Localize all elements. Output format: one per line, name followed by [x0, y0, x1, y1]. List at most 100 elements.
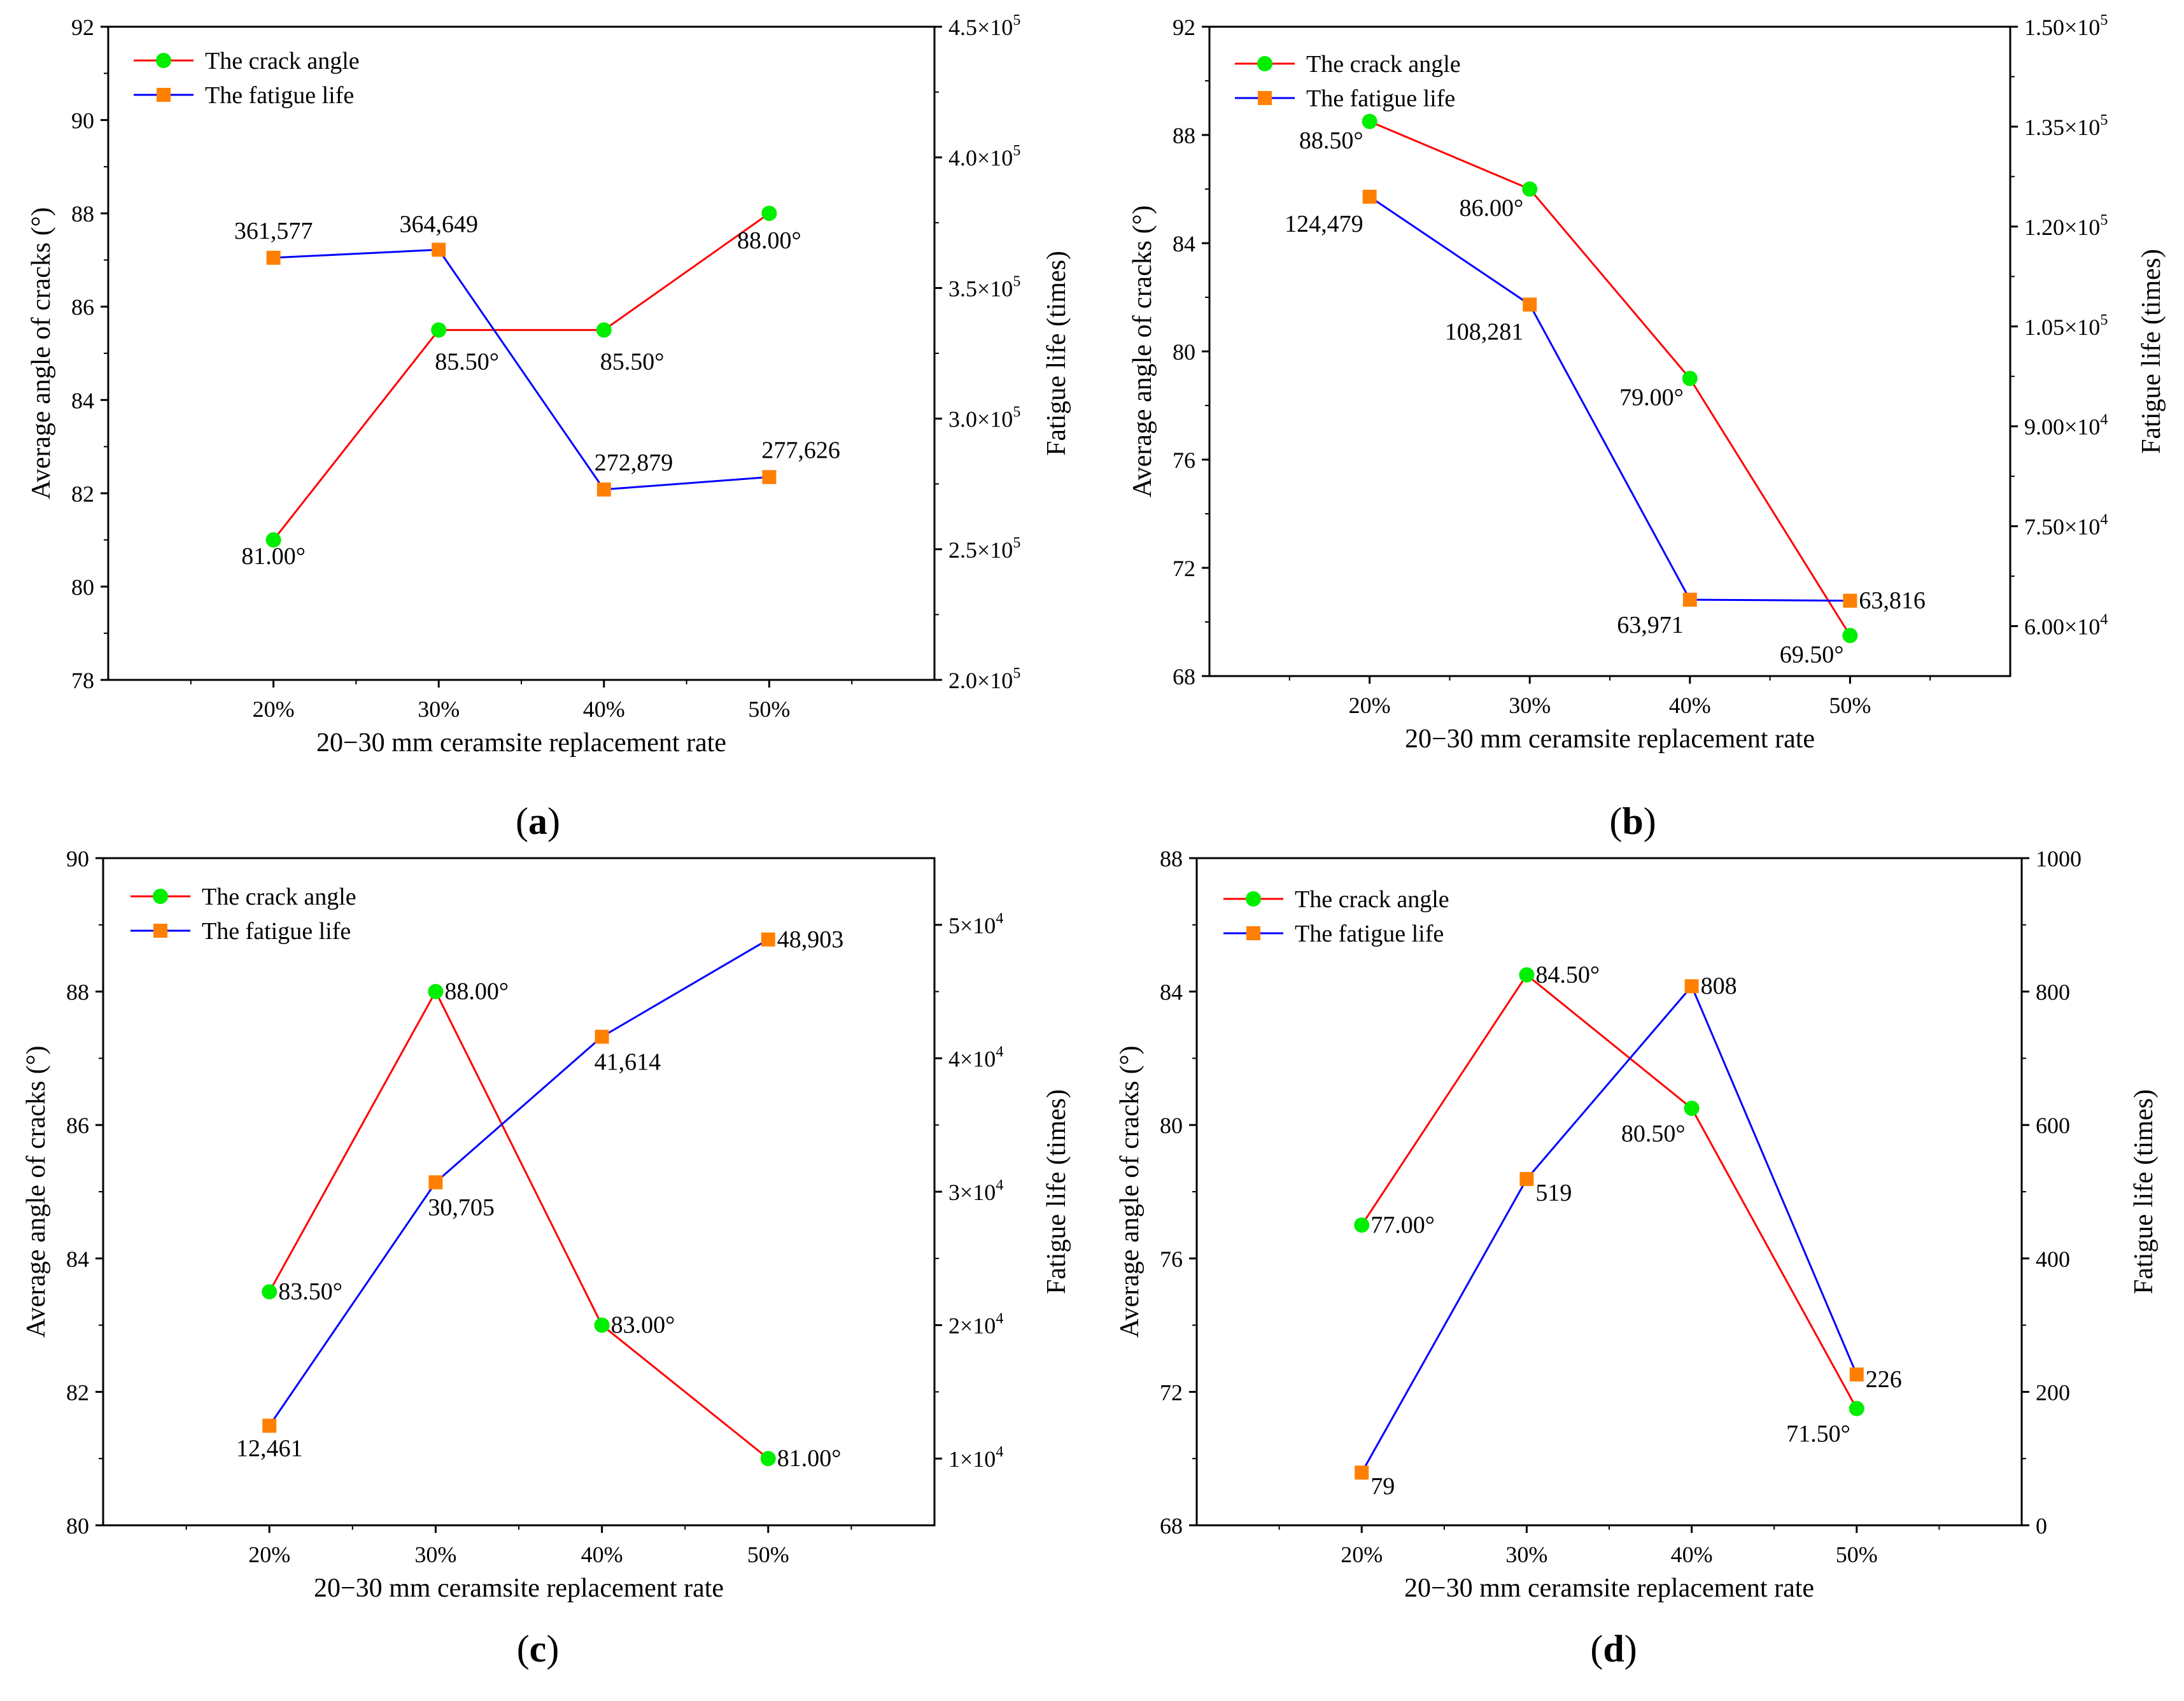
legend: The crack angle The fatigue life [1223, 886, 1449, 947]
crack-angle-line [272, 212, 770, 541]
legend: The crack angle The fatigue life [130, 884, 356, 945]
right-tick-exponent: 4 [996, 910, 1003, 927]
right-tick-mantissa: 400 [2036, 1246, 2070, 1272]
x-axis-title: 20−30 mm ceramsite replacement rate [1405, 724, 1815, 754]
legend-angle-label: The crack angle [1295, 886, 1449, 913]
right-tick-mantissa: 2.0×10 [948, 668, 1013, 693]
caption-close-paren: ) [1644, 800, 1656, 842]
legend-angle-marker [1246, 891, 1261, 907]
right-tick-label: 0 [2036, 1513, 2047, 1539]
right-tick-label: 1000 [2036, 846, 2082, 872]
left-tick-label: 72 [1160, 1380, 1183, 1405]
x-tick-label: 50% [748, 696, 790, 722]
left-tick-label: 92 [71, 15, 94, 40]
x-tick-label: 20% [248, 1542, 290, 1567]
crack-angle-label: 85.50° [435, 348, 499, 375]
right-tick-label: 3.5×105 [948, 273, 1020, 301]
right-tick-mantissa: 3.0×10 [948, 407, 1013, 432]
right-tick-exponent: 4 [996, 1444, 1003, 1460]
crack-angle-label: 81.00° [241, 543, 306, 570]
fatigue-life-point [762, 470, 777, 484]
left-tick-label: 78 [71, 668, 94, 693]
fatigue-life-label: 226 [1866, 1366, 1902, 1393]
left-tick-label: 84 [1160, 980, 1183, 1005]
right-tick-label: 2×104 [948, 1311, 1003, 1339]
right-tick-mantissa: 0 [2036, 1513, 2047, 1539]
right-axis-title: Fatigue life (times) [1042, 251, 1071, 456]
crack-angle-label: 77.00° [1370, 1211, 1435, 1238]
legend-angle-label: The crack angle [202, 884, 356, 910]
fatigue-life-point [1519, 1172, 1534, 1187]
right-tick-exponent: 5 [2100, 312, 2108, 328]
fatigue-life-label: 108,281 [1445, 318, 1524, 345]
x-axis-title: 20−30 mm ceramsite replacement rate [316, 728, 726, 758]
right-tick-mantissa: 800 [2036, 980, 2070, 1005]
left-tick-label: 82 [71, 481, 94, 507]
x-tick-label: 30% [414, 1542, 456, 1567]
left-axis-title: Average angle of cracks (°) [1115, 1045, 1145, 1338]
fatigue-life-point [1355, 1465, 1369, 1480]
fatigue-life-point [1682, 592, 1697, 607]
right-tick-mantissa: 600 [2036, 1113, 2070, 1138]
crack-angle-point [431, 322, 447, 338]
right-tick-label: 4.0×105 [948, 143, 1020, 171]
fatigue-life-label: 272,879 [595, 449, 673, 476]
right-tick-mantissa: 1.20×10 [2024, 215, 2100, 240]
x-axis-title: 20−30 mm ceramsite replacement rate [314, 1574, 724, 1603]
fatigue-life-label: 12,461 [236, 1436, 303, 1462]
fatigue-life-point [1849, 1367, 1864, 1382]
fatigue-life-label: 41,614 [595, 1049, 661, 1076]
x-tick-label: 50% [1829, 693, 1871, 718]
right-tick-label: 4×104 [948, 1043, 1003, 1071]
panel-caption: (a) [516, 800, 560, 842]
left-tick-label: 88 [66, 980, 89, 1005]
right-tick-mantissa: 6.00×10 [2024, 614, 2100, 640]
caption-open-paren: ( [516, 800, 528, 842]
fatigue-life-label: 63,971 [1617, 612, 1684, 639]
crack-angle-point [265, 532, 281, 548]
left-tick-label: 88 [1173, 123, 1195, 148]
right-tick-mantissa: 1.50×10 [2024, 15, 2100, 40]
right-tick-exponent: 5 [1013, 665, 1020, 682]
fatigue-life-label: 808 [1701, 973, 1737, 999]
fatigue-life-point [266, 250, 281, 265]
right-tick-label: 1.50×105 [2024, 12, 2108, 40]
left-axis-title: Average angle of cracks (°) [22, 1045, 51, 1338]
panel-d: 68 72 76 80 84 88 0 200 400 600 800 1000 20% 30% 40% 50… [1115, 846, 2159, 1670]
caption-letter: a [528, 800, 547, 842]
x-tick-label: 20% [1341, 1542, 1383, 1567]
legend-life-marker [153, 924, 167, 938]
x-tick-label: 40% [1669, 693, 1711, 718]
fatigue-life-line [273, 248, 770, 491]
crack-angle-point [760, 1451, 776, 1467]
right-tick-exponent: 4 [996, 1043, 1003, 1060]
crack-angle-label: 88.50° [1299, 127, 1363, 154]
right-tick-mantissa: 2×10 [948, 1313, 996, 1339]
right-tick-exponent: 4 [2100, 412, 2108, 428]
fatigue-life-line [1369, 195, 1850, 602]
panel-caption: (b) [1609, 800, 1656, 842]
legend-life-label: The fatigue life [202, 918, 351, 945]
right-tick-label: 7.50×104 [2024, 512, 2108, 540]
crack-angle-line [1369, 120, 1851, 637]
fatigue-life-point [1362, 189, 1377, 204]
panel-b: 687276808488926.00×1047.50×1049.00×1041.… [1128, 12, 2166, 842]
caption-close-paren: ) [547, 800, 560, 842]
left-tick-label: 90 [71, 108, 94, 134]
right-tick-mantissa: 3.5×10 [948, 276, 1013, 301]
right-tick-label: 3.0×105 [948, 404, 1020, 432]
right-tick-label: 200 [2036, 1380, 2070, 1405]
crack-angle-label: 88.00° [444, 978, 509, 1005]
fatigue-life-line [1360, 984, 1858, 1473]
crack-angle-point [1519, 967, 1535, 983]
right-tick-mantissa: 4×10 [948, 1046, 996, 1071]
left-tick-label: 84 [66, 1246, 89, 1272]
left-tick-label: 80 [1173, 339, 1195, 365]
right-tick-mantissa: 5×10 [948, 913, 996, 938]
left-axis-title: Average angle of cracks (°) [1128, 205, 1157, 497]
right-tick-mantissa: 1.35×10 [2024, 115, 2100, 140]
crack-angle-label: 80.50° [1621, 1120, 1686, 1147]
crack-angle-label: 88.00° [737, 227, 801, 254]
right-tick-label: 2.5×105 [948, 535, 1020, 563]
